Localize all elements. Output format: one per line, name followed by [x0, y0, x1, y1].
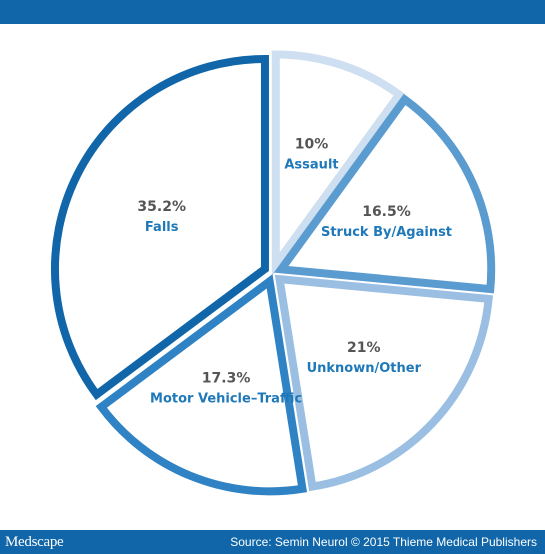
slice-name-label: Motor Vehicle–Traffic — [150, 391, 302, 406]
footer-bar: Medscape Source: Semin Neurol © 2015 Thi… — [0, 530, 545, 554]
slice-value-label: 17.3% — [202, 370, 251, 386]
slice-name-label: Struck By/Against — [321, 225, 452, 240]
pie-slice-unknown-other — [274, 274, 493, 492]
pie-slice-assault — [271, 50, 405, 277]
pie-slice-motor-vehicle-traffic — [95, 274, 308, 496]
source-credit: Source: Semin Neurol © 2015 Thieme Medic… — [230, 535, 537, 549]
slice-value-label: 10% — [295, 137, 329, 153]
slice-name-label: Falls — [145, 220, 179, 235]
pie-chart: 10% Assault 16.5% Struck By/Against 21% Unkno… — [50, 50, 496, 496]
slice-value-label: 21% — [347, 340, 381, 356]
slice-name-label: Unknown/Other — [307, 361, 422, 376]
slice-value-label: 16.5% — [362, 204, 411, 220]
slice-name-label: Assault — [284, 158, 338, 173]
chart-area: 10% Assault 16.5% Struck By/Against 21% Unkno… — [0, 24, 545, 530]
slice-value-label: 35.2% — [137, 199, 186, 215]
pie-slice-falls — [50, 54, 269, 401]
medscape-logo: Medscape — [5, 533, 64, 550]
pie-slice-struck-by-against — [273, 93, 496, 294]
header-bar — [0, 0, 545, 24]
